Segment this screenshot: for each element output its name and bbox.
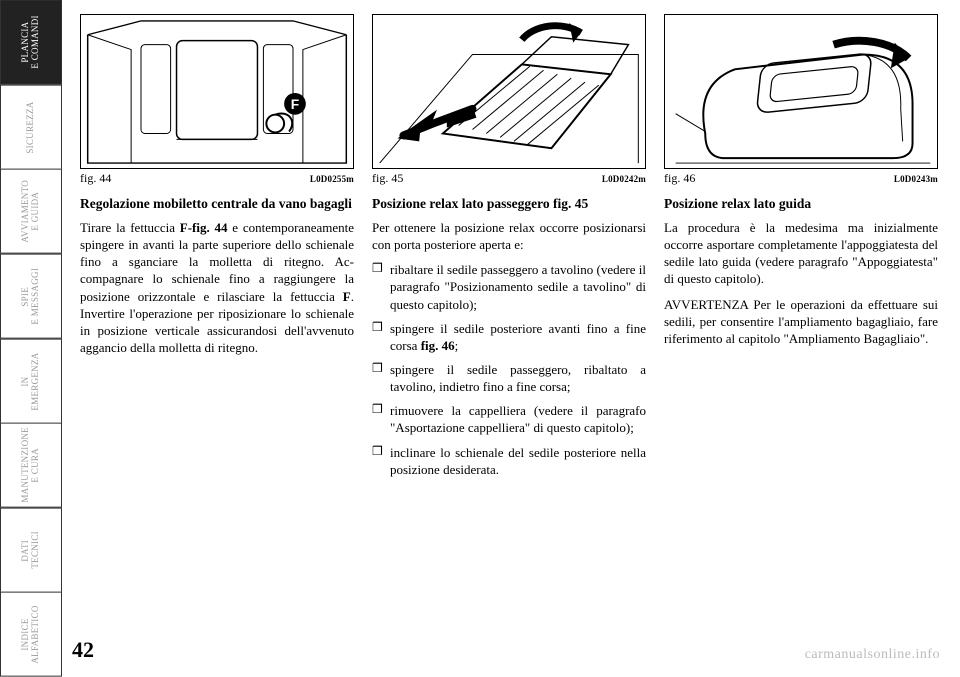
list-item: inclinare lo schienale del sedile po­ste… <box>372 444 646 478</box>
col2-list: ribaltare il sedile passeggero a ta­voli… <box>372 261 646 485</box>
tab-spie[interactable]: SPIEE MESSAGGI <box>0 254 62 339</box>
page-content: F fig. 44 L0D0255m Regolazione mobiletto… <box>80 14 938 634</box>
col2-intro: Per ottenere la posizione relax occorre … <box>372 219 646 253</box>
tab-label: INEMERGENZA <box>21 352 41 410</box>
tab-label: SPIEE MESSAGGI <box>21 268 41 325</box>
page-number: 42 <box>72 637 94 663</box>
col2-heading: Posizione relax lato passeggero fig. 45 <box>372 196 646 213</box>
figure-45-illustration <box>373 15 645 168</box>
tab-label: SICUREZZA <box>26 101 36 153</box>
section-tabs: PLANCIAE COMANDI SICUREZZA AVVIAMENTOE G… <box>0 0 62 677</box>
tab-label: PLANCIAE COMANDI <box>21 16 41 69</box>
list-item: rimuovere la cappelliera (vedere il para… <box>372 402 646 436</box>
figure-46-number: fig. 46 <box>664 171 695 186</box>
col1-body: Tirare la fettuccia F-fig. 44 e con­temp… <box>80 219 354 356</box>
col1-heading: Regolazione mobiletto centrale da vano b… <box>80 196 354 213</box>
figure-46-code: L0D0243m <box>894 174 938 184</box>
tab-label: MANUTENZIONEE CURA <box>21 428 41 504</box>
list-item: ribaltare il sedile passeggero a ta­voli… <box>372 261 646 312</box>
figure-46 <box>664 14 938 169</box>
tab-label: AVVIAMENTOE GUIDA <box>21 180 41 243</box>
tab-sicurezza[interactable]: SICUREZZA <box>0 85 62 170</box>
column-3: fig. 46 L0D0243m Posizione relax lato gu… <box>664 14 938 634</box>
tab-emergenza[interactable]: INEMERGENZA <box>0 339 62 424</box>
figure-44-number: fig. 44 <box>80 171 111 186</box>
tab-dati[interactable]: DATITECNICI <box>0 508 62 593</box>
tab-manutenzione[interactable]: MANUTENZIONEE CURA <box>0 423 62 508</box>
figure-44: F <box>80 14 354 169</box>
watermark: carmanualsonline.info <box>805 647 940 663</box>
figure-44-code: L0D0255m <box>310 174 354 184</box>
col3-body2: AVVERTENZA Per le operazioni da effettua… <box>664 296 938 347</box>
tab-label: INDICEALFABETICO <box>21 606 41 664</box>
col3-heading: Posizione relax lato guida <box>664 196 938 213</box>
list-item: spingere il sedile passeggero, ri­baltat… <box>372 361 646 395</box>
tab-avviamento[interactable]: AVVIAMENTOE GUIDA <box>0 169 62 254</box>
figure-45-caption-row: fig. 45 L0D0242m <box>372 171 646 186</box>
column-1: F fig. 44 L0D0255m Regolazione mobiletto… <box>80 14 354 634</box>
figure-44-illustration: F <box>81 15 353 168</box>
figure-44-marker-f: F <box>291 96 299 112</box>
list-item: spingere il sedile posteriore avanti fin… <box>372 320 646 354</box>
tab-label: DATITECNICI <box>21 531 41 569</box>
figure-44-caption-row: fig. 44 L0D0255m <box>80 171 354 186</box>
figure-46-illustration <box>665 15 937 168</box>
column-2: fig. 45 L0D0242m Posizione relax lato pa… <box>372 14 646 634</box>
tab-indice[interactable]: INDICEALFABETICO <box>0 592 62 677</box>
figure-46-caption-row: fig. 46 L0D0243m <box>664 171 938 186</box>
figure-45 <box>372 14 646 169</box>
figure-45-code: L0D0242m <box>602 174 646 184</box>
tab-plancia[interactable]: PLANCIAE COMANDI <box>0 0 62 85</box>
col3-body1: La procedura è la medesima ma ini­zialme… <box>664 219 938 288</box>
figure-45-number: fig. 45 <box>372 171 403 186</box>
